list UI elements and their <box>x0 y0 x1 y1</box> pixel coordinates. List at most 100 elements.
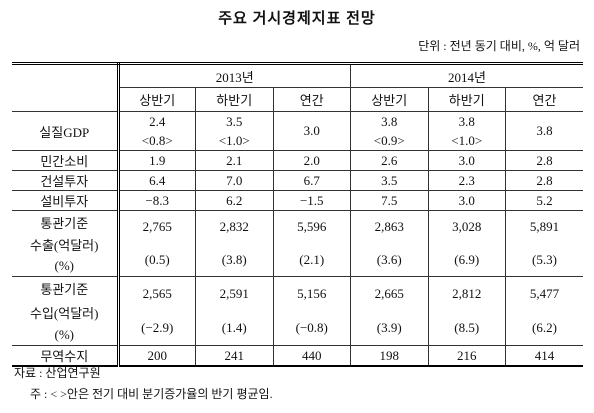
footnote: 자료 : 산업연구원 <box>14 366 101 380</box>
period-header: 하반기 <box>195 87 274 112</box>
cell-stack: 2.6 <box>351 151 428 170</box>
cell-line: 7.0 <box>226 172 243 188</box>
cell-line: (3.8) <box>221 251 247 267</box>
value-cell: 2,863 (3.6) <box>350 210 429 277</box>
value-cell: 5,156 (−0.8) <box>272 276 351 346</box>
cell-stack: 2.3 <box>429 171 506 190</box>
cell-stack: 2.1 <box>196 151 273 170</box>
cell-stack: 3.8 <1.0> <box>429 112 506 150</box>
cell-stack: 414 <box>506 346 583 365</box>
cell-stack: 7.5 <box>351 191 428 210</box>
value-cell: 5,477 (6.2) <box>505 276 583 346</box>
cell-line: 414 <box>534 347 555 363</box>
cell-stack: 2.8 <box>506 171 583 190</box>
cell-stack: 2,832 (3.8) <box>196 211 273 276</box>
cell-line: 3.8 <box>458 113 475 129</box>
value-cell: −8.3 <box>117 190 196 211</box>
cell-line: 2,565 <box>142 286 172 301</box>
value-cell: 3,028 (6.9) <box>427 210 506 277</box>
cell-stack: 5,891 (5.3) <box>506 211 583 276</box>
value-cell: 5.2 <box>505 190 583 211</box>
value-cell: 6.7 <box>272 170 351 191</box>
cell-line: 2,832 <box>219 219 249 235</box>
value-cell: 2.4 <0.8> <box>117 111 196 151</box>
cell-line: (8.5) <box>454 320 480 335</box>
cell-stack: 2,565 (−2.9) <box>120 277 196 345</box>
cell-stack: −8.3 <box>120 191 196 210</box>
period-header: 연간 <box>272 87 351 112</box>
cell-stack: 2,765 (0.5) <box>120 211 196 276</box>
value-cell: 2,765 (0.5) <box>117 210 196 277</box>
cell-line: −8.3 <box>145 192 170 208</box>
label-line: 통관기준 <box>40 215 89 231</box>
row-label: 건설투자 <box>12 170 120 191</box>
cell-line: 5,596 <box>297 219 327 235</box>
value-cell: 2.3 <box>427 170 506 191</box>
cell-line: <1.0> <box>218 132 250 148</box>
cell-line: (3.6) <box>376 251 402 267</box>
label-line: (%) <box>54 326 75 342</box>
label-line: 수출(억달러) <box>30 238 99 254</box>
label-line: (%) <box>54 258 75 274</box>
cell-stack: 2.8 <box>506 151 583 170</box>
cell-line: (0.5) <box>144 251 170 267</box>
cell-stack: 3.8 <0.9> <box>351 112 428 150</box>
cell-line: 5,156 <box>297 286 327 301</box>
label-stack: 설비투자 <box>12 191 117 210</box>
value-cell: 2.8 <box>505 170 583 191</box>
cell-line: 2.8 <box>536 152 553 168</box>
indicator-table: 2013년 2014년 상반기 하반기 연간 상반기 하반기 연간 실질GDP 2.4 <0.8> 3… <box>12 62 583 367</box>
cell-line: (3.9) <box>376 320 402 335</box>
value-cell: 5,596 (2.1) <box>272 210 351 277</box>
row-label: 통관기준 수입(억달러) (%) <box>12 276 120 346</box>
cell-stack: 5,156 (−0.8) <box>274 277 351 345</box>
cell-line: (1.4) <box>221 320 247 335</box>
cell-line: 3.5 <box>381 172 398 188</box>
value-cell: 200 <box>117 345 196 367</box>
label-stack: 실질GDP <box>12 112 117 150</box>
cell-stack: 6.2 <box>196 191 273 210</box>
cell-line: (−0.8) <box>295 320 328 335</box>
period-header: 하반기 <box>427 87 506 112</box>
value-cell: 3.0 <box>427 190 506 211</box>
cell-stack: 3.0 <box>274 112 351 150</box>
cell-line: 5,477 <box>529 286 560 301</box>
label-stack: 건설투자 <box>12 171 117 190</box>
cell-stack: 2.0 <box>274 151 351 170</box>
period-header: 상반기 <box>350 87 429 112</box>
row-label: 설비투자 <box>12 190 120 211</box>
cell-line: 198 <box>379 347 400 363</box>
cell-line: 3.0 <box>458 152 475 168</box>
cell-stack: 440 <box>274 346 351 365</box>
row-label: 민간소비 <box>12 150 120 171</box>
year-header: 2014년 <box>350 62 583 88</box>
value-cell: 2,832 (3.8) <box>195 210 274 277</box>
cell-stack: −1.5 <box>274 191 351 210</box>
label-stack: 통관기준 수입(억달러) (%) <box>12 277 117 345</box>
cell-stack: 216 <box>429 346 506 365</box>
cell-stack: 3.5 <box>351 171 428 190</box>
cell-line: 3.0 <box>458 192 475 208</box>
cell-line: 3.8 <box>381 113 398 129</box>
value-cell: 6.4 <box>117 170 196 191</box>
row-label: 실질GDP <box>12 111 120 151</box>
cell-stack: 2,863 (3.6) <box>351 211 428 276</box>
value-cell: 3.8 <box>505 111 583 151</box>
cell-line: 2.4 <box>149 113 166 129</box>
cell-line: 6.4 <box>149 172 166 188</box>
cell-line: 2.3 <box>458 172 475 188</box>
value-cell: 2,565 (−2.9) <box>117 276 196 346</box>
title: 주요 거시경제지표 전망 <box>218 11 376 27</box>
cell-line: 3.8 <box>536 123 553 138</box>
label-line: 무역수지 <box>40 349 89 364</box>
cell-line: 2,591 <box>219 286 249 301</box>
value-cell: 5,891 (5.3) <box>505 210 583 277</box>
label-line: 실질GDP <box>39 124 90 140</box>
cell-stack: 5.2 <box>506 191 583 210</box>
value-cell: 3.0 <box>427 150 506 171</box>
value-cell: 3.5 <1.0> <box>195 111 274 151</box>
cell-line: 5.2 <box>536 192 553 208</box>
